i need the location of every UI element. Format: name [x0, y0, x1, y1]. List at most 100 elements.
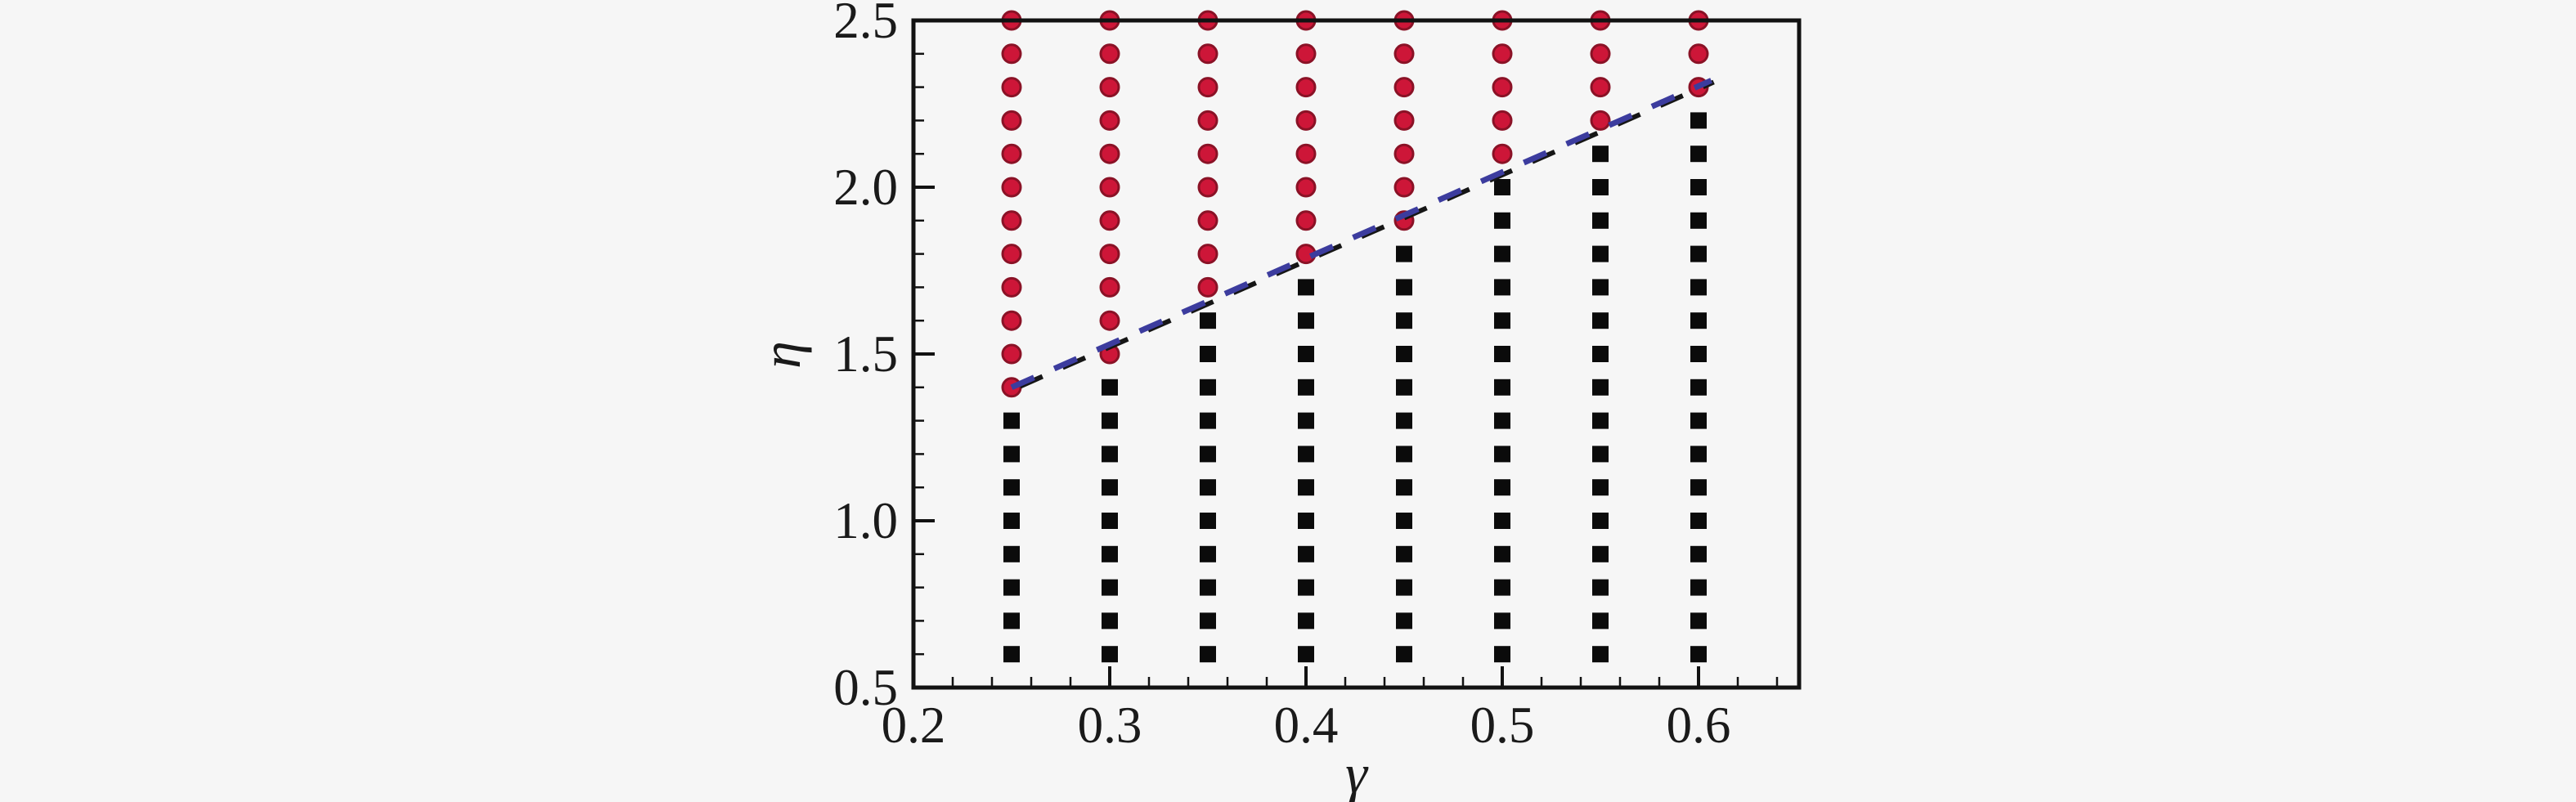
red-circle-marker [1197, 43, 1218, 65]
red-circle-marker [1001, 110, 1022, 131]
black-square-marker [1396, 545, 1412, 562]
black-square-marker [1494, 379, 1510, 396]
x-tick-label: 0.5 [1470, 697, 1535, 754]
y-tick-label: 2.5 [833, 0, 898, 49]
red-circle-marker [1001, 177, 1022, 198]
black-square-marker [1592, 545, 1609, 562]
black-square-marker [1690, 513, 1707, 529]
boundary-dashed-line-group [1010, 78, 1715, 392]
red-circle-marker [1001, 244, 1022, 265]
black-square-marker [1298, 579, 1314, 596]
red-circle-marker [1197, 77, 1218, 98]
red-circle-marker [1001, 77, 1022, 98]
y-tick-label: 1.5 [833, 325, 898, 383]
black-square-marker [1298, 646, 1314, 663]
black-square-marker [1494, 279, 1510, 296]
black-square-marker [1298, 479, 1314, 496]
black-square-marker [1690, 146, 1707, 163]
black-square-marker [1494, 612, 1510, 630]
black-square-marker [1298, 346, 1314, 362]
black-square-marker [1592, 245, 1609, 262]
red-circle-marker [1295, 210, 1317, 231]
black-square-marker [1494, 579, 1510, 596]
black-square-marker [1396, 346, 1412, 362]
red-circle-marker [1001, 43, 1022, 65]
scatter-markers [1001, 10, 1709, 663]
x-axis-label: γ [1345, 742, 1367, 802]
black-square-marker [1102, 412, 1118, 429]
black-square-marker [1200, 513, 1216, 529]
black-square-marker [1690, 346, 1707, 362]
red-circle-marker [1295, 43, 1317, 65]
black-square-marker [1592, 379, 1609, 396]
red-circle-marker [1197, 177, 1218, 198]
black-square-marker [1396, 646, 1412, 663]
red-circle-marker [1295, 77, 1317, 98]
y-tick-label: 0.5 [833, 659, 898, 716]
red-circle-marker [1295, 143, 1317, 164]
black-square-marker [1592, 612, 1609, 630]
black-square-marker [1003, 513, 1020, 529]
black-square-marker [1102, 379, 1118, 396]
red-circle-marker [1393, 110, 1415, 131]
y-tick-label: 1.0 [833, 492, 898, 549]
red-circle-marker [1688, 43, 1709, 65]
red-circle-marker [1099, 43, 1120, 65]
black-square-marker [1102, 446, 1118, 463]
red-circle-marker [1099, 210, 1120, 231]
x-tick-label: 0.4 [1274, 697, 1339, 754]
black-square-marker [1396, 479, 1412, 496]
black-square-marker [1102, 579, 1118, 596]
black-square-marker [1592, 279, 1609, 296]
plot-frame-group [911, 18, 1802, 690]
red-circle-marker [1590, 43, 1611, 65]
black-square-marker [1200, 479, 1216, 496]
black-square-marker [1298, 412, 1314, 429]
red-circle-marker [1197, 210, 1218, 231]
black-square-marker [1200, 579, 1216, 596]
black-square-marker [1690, 279, 1707, 296]
red-circle-marker [1099, 110, 1120, 131]
black-square-marker [1298, 612, 1314, 630]
black-square-marker [1690, 579, 1707, 596]
x-tick-label: 0.3 [1078, 697, 1142, 754]
black-square-marker [1200, 379, 1216, 396]
black-square-marker [1003, 612, 1020, 630]
black-square-marker [1200, 646, 1216, 663]
red-circle-marker [1492, 110, 1513, 131]
red-circle-marker [1099, 143, 1120, 164]
black-square-marker [1396, 412, 1412, 429]
black-square-marker [1200, 545, 1216, 562]
black-square-marker [1003, 646, 1020, 663]
red-circle-marker [1099, 276, 1120, 298]
black-square-marker [1690, 646, 1707, 663]
black-square-marker [1003, 446, 1020, 463]
red-circle-marker [1590, 110, 1611, 131]
black-square-marker [1494, 545, 1510, 562]
black-square-marker [1592, 346, 1609, 362]
red-circle-marker [1393, 77, 1415, 98]
red-circle-marker [1590, 77, 1611, 98]
black-square-marker [1690, 379, 1707, 396]
black-square-marker [1396, 245, 1412, 262]
black-square-marker [1003, 479, 1020, 496]
red-circle-marker [1393, 43, 1415, 65]
black-square-marker [1592, 446, 1609, 463]
black-square-marker [1494, 513, 1510, 529]
red-circle-marker [1001, 276, 1022, 298]
black-square-marker [1592, 579, 1609, 596]
x-tick-label: 0.6 [1667, 697, 1731, 754]
black-square-marker [1690, 412, 1707, 429]
red-circle-marker [1197, 276, 1218, 298]
black-square-marker [1690, 179, 1707, 195]
black-square-marker [1690, 312, 1707, 329]
black-square-marker [1690, 612, 1707, 630]
y-tick-label: 2.0 [833, 159, 898, 216]
black-square-marker [1396, 279, 1412, 296]
black-square-marker [1298, 312, 1314, 329]
boundary-dashed-line [1010, 78, 1713, 391]
red-circle-marker [1197, 143, 1218, 164]
black-square-marker [1592, 312, 1609, 329]
red-circle-marker [1295, 177, 1317, 198]
black-square-marker [1298, 545, 1314, 562]
